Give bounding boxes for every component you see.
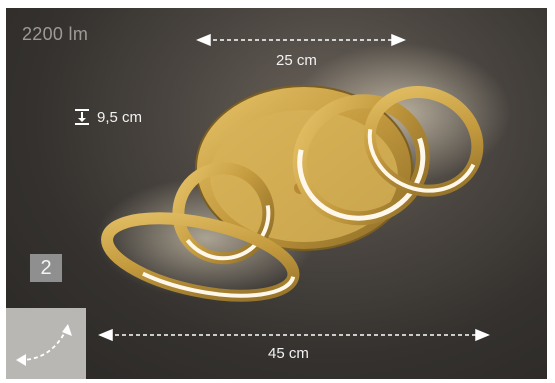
ceiling-lamp-image (96, 33, 511, 342)
rotate-icon-box (6, 308, 86, 379)
height-dimension-icon (75, 109, 89, 125)
lumen-label: 2200 lm (22, 24, 89, 44)
product-photo: 2200 lm 25 cm 9,5 cm 2 45 cm (6, 8, 547, 379)
width-top-label: 25 cm (276, 52, 317, 69)
height-label: 9,5 cm (97, 108, 143, 126)
height-dimension: 9,5 cm (73, 108, 142, 126)
rotate-arrows-icon (16, 324, 72, 366)
width-bottom-label: 45 cm (268, 345, 309, 362)
variant-badge: 2 (30, 254, 62, 282)
